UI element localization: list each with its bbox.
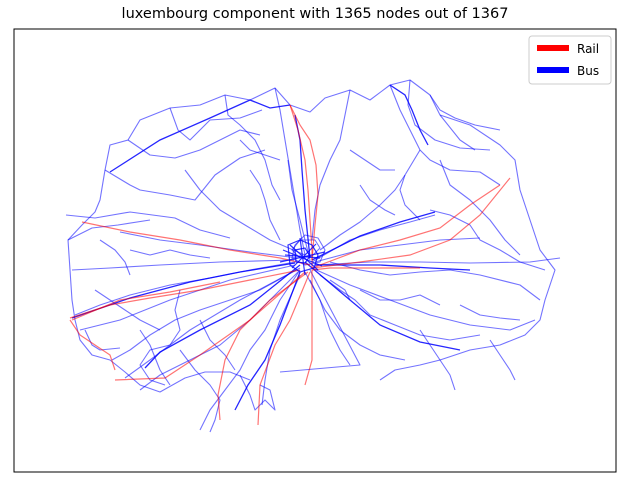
legend-label-rail: Rail: [577, 42, 599, 56]
legend-label-bus: Bus: [577, 64, 599, 78]
legend-swatch-rail: [537, 45, 569, 51]
rail-network: [69, 104, 511, 426]
bus-network: [65, 79, 561, 433]
chart-title: luxembourg component with 1365 nodes out…: [121, 6, 509, 22]
legend: Rail Bus: [528, 35, 612, 85]
city-center-cluster: [279, 237, 326, 276]
plot-frame: [13, 28, 617, 473]
legend-swatch-bus: [537, 67, 569, 73]
